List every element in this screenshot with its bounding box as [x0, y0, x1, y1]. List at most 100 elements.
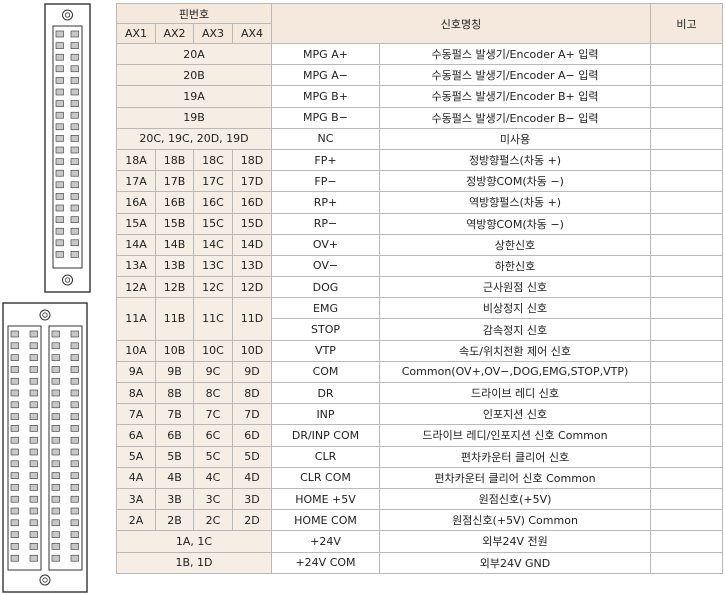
signal-code-cell: MPG A−	[271, 64, 380, 87]
connector-pin	[29, 484, 38, 491]
connector-pin	[29, 543, 38, 550]
ax2-pin-cell: 11B	[155, 297, 194, 341]
connector-pin	[10, 448, 19, 456]
ax2-pin-cell: 13B	[155, 254, 194, 278]
connector-pin	[10, 425, 19, 432]
signal-desc-cell: 편차카운터 클리어 신호 Common	[378, 466, 652, 489]
connector-pin	[55, 65, 64, 73]
connector-pin	[29, 354, 38, 361]
signal-code-cell: RP+	[271, 191, 380, 214]
ax1-pin-cell: 17A	[116, 170, 156, 193]
signal-desc-cell: 외부24V GND	[378, 551, 652, 574]
connector-pin	[10, 484, 19, 491]
connector-pin	[10, 389, 19, 397]
connector-pin	[29, 448, 38, 456]
connector-pin	[70, 146, 79, 154]
connector-illustrations	[2, 3, 91, 593]
ax3-pin-cell: 8C	[193, 381, 233, 405]
connector-housing-left	[7, 325, 42, 571]
ax3-pin-cell: 11C	[193, 297, 233, 341]
connector-pin	[10, 531, 19, 538]
screw-hole-inner-icon	[42, 577, 48, 583]
connector-pin	[55, 88, 64, 96]
connector-pin	[51, 519, 60, 527]
remarks-cell	[650, 254, 724, 278]
ax2-pin-cell: 5B	[155, 445, 194, 468]
ax1-pin-cell: 3A	[116, 487, 156, 511]
ax1-pin-cell: 2A	[116, 509, 156, 532]
remarks-cell	[650, 318, 724, 341]
connector-pin	[55, 181, 64, 189]
connector-pin	[10, 519, 19, 527]
signal-desc-cell: 원점신호(+5V) Common	[378, 509, 652, 532]
ax4-pin-cell: 13D	[232, 254, 272, 278]
connector-pin	[55, 216, 64, 223]
remarks-cell	[650, 191, 724, 214]
signal-code-cell: MPG A+	[271, 42, 380, 66]
signal-code-cell: HOME COM	[271, 509, 380, 532]
connector-pin	[70, 366, 79, 373]
connector-pin	[55, 111, 64, 119]
connector-pin	[51, 472, 60, 479]
connector-pin	[55, 135, 64, 142]
connector-pin	[51, 507, 60, 515]
connector-pin	[29, 377, 38, 385]
connector-pin	[10, 507, 19, 515]
ax1-pin-cell: 7A	[116, 403, 156, 426]
connector-pin	[70, 100, 79, 107]
ax3-pin-cell: 7C	[193, 403, 233, 426]
ax3-pin-cell: 12C	[193, 276, 233, 299]
table-row: 20A MPG A+ 수동펄스 발생기/Encoder A+ 입력	[116, 42, 724, 66]
connector-pin	[10, 460, 19, 468]
pin-cell: 1B, 1D	[116, 551, 272, 574]
connector-pin	[51, 366, 60, 373]
screw-hole-icon	[62, 274, 73, 286]
connector-pin	[55, 204, 64, 212]
signal-code-cell: OV−	[271, 254, 380, 278]
ax3-pin-cell: 3C	[193, 487, 233, 511]
connector-pin	[10, 413, 19, 420]
connector-pin	[10, 354, 19, 361]
table-row: 20B MPG A− 수동펄스 발생기/Encoder A− 입력	[116, 64, 724, 87]
remarks-cell	[650, 297, 724, 320]
connector-pin	[29, 436, 38, 444]
connector-pin	[10, 366, 19, 373]
connector-pin	[51, 425, 60, 432]
connector-pin	[70, 181, 79, 189]
signal-code-cell: INP	[271, 403, 380, 426]
ax2-pin-cell: 8B	[155, 381, 194, 405]
ax2-pin-cell: 14B	[155, 233, 194, 256]
remarks-cell	[650, 127, 724, 150]
ax1-pin-cell: 10A	[116, 339, 156, 362]
ax3-pin-cell: 4C	[193, 466, 233, 489]
signal-code-cell: +24V COM	[271, 551, 380, 574]
ax4-pin-cell: 11D	[232, 297, 272, 341]
connector-pin	[51, 543, 60, 550]
connector-pin	[70, 239, 79, 247]
remarks-cell	[650, 445, 724, 468]
pin-cell: 19A	[116, 85, 272, 108]
connector-pin	[70, 448, 79, 456]
connector-pin	[29, 507, 38, 515]
connector-pin	[51, 495, 60, 503]
signal-desc-cell: 감속정지 신호	[378, 318, 652, 341]
ax4-pin-cell: 6D	[232, 424, 272, 447]
connector-pin	[70, 227, 79, 235]
signal-code-cell: CLR COM	[271, 466, 380, 489]
ax2-pin-cell: 4B	[155, 466, 194, 489]
signal-desc-cell: 드라이브 레디/인포지션 신호 Common	[378, 424, 652, 447]
connector-pin	[55, 239, 64, 247]
signal-code-cell: MPG B−	[271, 106, 380, 129]
connector-pin	[70, 377, 79, 385]
signal-code-cell: FP+	[271, 148, 380, 172]
connector-pin	[51, 330, 60, 338]
connector-pin	[55, 169, 64, 177]
signal-code-cell: EMG	[271, 297, 380, 320]
ax4-pin-cell: 7D	[232, 403, 272, 426]
pin-assignment-table: 핀번호 신호명칭 비고 AX1 AX2 AX3 AX4 20A MPG A+ 수…	[116, 3, 724, 574]
connector-40pin-drawing	[2, 302, 88, 593]
table-row: 19B MPG B− 수동펄스 발생기/Encoder B− 입력	[116, 106, 724, 129]
ax4-pin-cell: 16D	[232, 191, 272, 214]
signal-code-cell: VTP	[271, 339, 380, 362]
connector-pin	[70, 401, 79, 409]
